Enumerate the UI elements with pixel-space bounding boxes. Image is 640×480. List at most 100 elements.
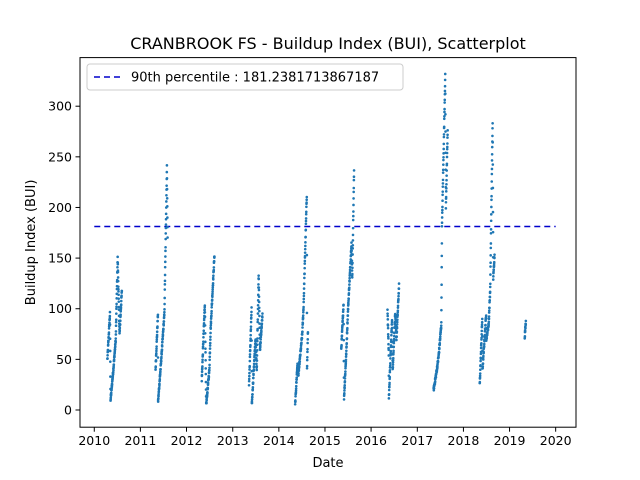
data-point — [388, 385, 391, 389]
data-point — [252, 364, 256, 368]
data-point — [523, 330, 527, 333]
data-point — [118, 323, 122, 326]
data-point — [116, 279, 120, 283]
data-point — [397, 292, 401, 295]
data-point — [340, 337, 344, 340]
data-point — [491, 278, 495, 281]
data-point — [480, 317, 484, 321]
data-point — [115, 297, 118, 300]
data-point — [445, 151, 449, 155]
data-point — [156, 325, 159, 328]
x-tick-label: 2017 — [401, 433, 433, 448]
data-point — [166, 236, 169, 239]
data-point — [442, 147, 446, 151]
data-point — [437, 351, 441, 354]
data-point — [297, 372, 300, 375]
data-point — [440, 308, 443, 312]
data-point — [165, 200, 168, 203]
data-point — [211, 292, 214, 296]
data-point — [154, 359, 158, 362]
data-point — [107, 339, 110, 343]
data-point — [489, 261, 492, 264]
data-point — [160, 355, 163, 359]
data-point — [114, 330, 118, 333]
data-point — [249, 320, 253, 324]
data-point — [108, 310, 112, 314]
data-point — [392, 337, 396, 341]
data-point — [213, 255, 216, 258]
data-point — [253, 358, 256, 362]
data-point — [118, 329, 122, 332]
data-point — [251, 392, 254, 396]
data-point — [396, 309, 400, 313]
data-point — [109, 391, 113, 395]
data-point — [248, 355, 252, 359]
data-point — [396, 318, 399, 321]
y-tick-label: 100 — [48, 301, 72, 316]
data-point — [256, 312, 260, 315]
data-point — [208, 347, 212, 350]
data-point — [346, 314, 350, 317]
data-point — [443, 84, 447, 88]
data-point — [301, 322, 305, 325]
data-point — [440, 296, 443, 299]
data-point — [345, 337, 349, 340]
data-point — [106, 343, 110, 346]
data-point — [201, 358, 204, 362]
data-point — [248, 359, 252, 363]
data-point — [351, 218, 355, 222]
data-point — [395, 326, 399, 330]
data-point — [397, 297, 400, 301]
data-point — [119, 299, 123, 303]
data-point — [303, 276, 306, 280]
data-point — [489, 273, 492, 276]
data-point — [252, 376, 255, 380]
data-point — [301, 316, 305, 320]
data-point — [482, 344, 486, 348]
data-point — [305, 311, 309, 315]
data-point — [395, 323, 399, 326]
data-point — [157, 386, 161, 390]
data-point — [351, 233, 355, 237]
data-point — [119, 303, 123, 306]
data-point — [387, 388, 391, 392]
data-point — [350, 241, 353, 244]
data-point — [345, 331, 349, 335]
data-point — [107, 327, 111, 330]
data-point — [202, 340, 205, 343]
data-point — [481, 358, 485, 361]
data-point — [115, 302, 118, 306]
data-point — [259, 341, 262, 344]
data-point — [109, 375, 112, 378]
data-point — [389, 353, 392, 357]
data-point — [490, 198, 493, 202]
data-point — [256, 318, 260, 321]
data-point — [252, 362, 256, 366]
data-point — [478, 380, 482, 384]
data-point — [116, 255, 119, 259]
y-tick-label: 50 — [56, 352, 72, 367]
data-point — [493, 253, 496, 256]
data-point — [396, 313, 399, 317]
data-point — [298, 362, 301, 366]
data-point — [306, 331, 310, 334]
data-point — [255, 359, 259, 362]
data-point — [156, 315, 160, 319]
data-point — [159, 362, 163, 365]
data-point — [489, 228, 493, 231]
data-point — [352, 203, 355, 207]
data-point — [305, 367, 309, 370]
data-point — [304, 235, 307, 239]
data-point — [343, 392, 346, 395]
data-point — [165, 197, 169, 200]
data-point — [524, 322, 528, 326]
data-point — [166, 216, 169, 219]
data-point — [487, 322, 491, 326]
data-point — [260, 330, 263, 334]
data-point — [488, 290, 492, 294]
data-point — [346, 326, 349, 330]
data-point — [251, 381, 255, 384]
data-point — [303, 251, 307, 254]
data-point — [164, 249, 167, 253]
data-point — [350, 259, 354, 262]
